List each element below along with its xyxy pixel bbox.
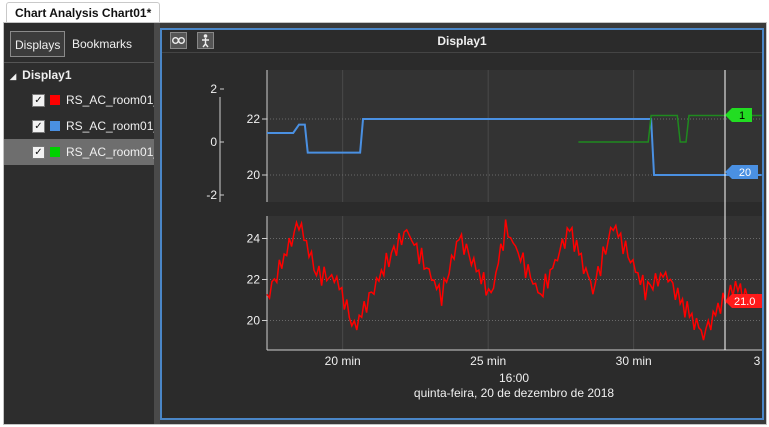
panel-splitter[interactable] <box>154 23 160 424</box>
marker-red-label: 21.0 <box>734 296 755 308</box>
series-color-swatch <box>50 121 60 131</box>
tree-root-display1[interactable]: ◢ Display1 <box>4 63 154 87</box>
bottom-tick-label: 20 <box>247 314 261 328</box>
series-label: RS_AC_room01_S <box>66 145 154 159</box>
cursor-person-icon[interactable] <box>197 32 214 49</box>
series-line-blue <box>267 118 762 176</box>
series-checkbox[interactable]: ✓ <box>32 146 45 159</box>
top-left-tick-label: -2 <box>206 188 217 202</box>
tree-root-label: Display1 <box>22 68 72 82</box>
sidebar: Displays Bookmarks ◢ Display1 ✓ RS_AC_roo… <box>4 23 154 424</box>
display-title: Display1 <box>437 34 487 48</box>
marker-green[interactable]: 1 <box>725 108 752 122</box>
collapse-arrow-icon[interactable]: ◢ <box>10 72 17 81</box>
series-line-green <box>578 114 762 143</box>
time-tick-label: 3 <box>754 354 761 368</box>
time-tick-label: 20 min <box>325 354 361 368</box>
bottom-tick-label: 22 <box>247 273 261 287</box>
marker-red[interactable]: 21.0 <box>725 294 762 308</box>
top-pane-background <box>267 70 762 202</box>
series-color-swatch <box>50 147 60 157</box>
bookmarks-button[interactable]: Bookmarks <box>72 37 133 51</box>
top-right-tick-label: 20 <box>247 168 261 182</box>
tree-item-series-2[interactable]: ✓ RS_AC_room01_T <box>4 113 154 139</box>
display-header: Display1 <box>162 30 762 53</box>
series-checkbox[interactable]: ✓ <box>32 94 45 107</box>
time-hour-label: 16:00 <box>499 371 529 385</box>
marker-blue-label: 20 <box>739 167 751 179</box>
time-tick-label: 30 min <box>616 354 652 368</box>
tree-item-series-3[interactable]: ✓ RS_AC_room01_S <box>4 139 154 165</box>
chart-analysis-tab[interactable]: Chart Analysis Chart01* <box>6 2 161 22</box>
displays-button[interactable]: Displays <box>10 31 66 57</box>
marker-green-label: 1 <box>739 110 745 122</box>
link-icon[interactable] <box>170 32 187 49</box>
sidebar-header: Displays Bookmarks <box>4 27 154 63</box>
series-color-swatch <box>50 95 60 105</box>
series-label: RS_AC_room01_T <box>66 119 154 133</box>
tree-item-series-1[interactable]: ✓ RS_AC_room01_T <box>4 87 154 113</box>
time-date-label: quinta-feira, 20 de dezembro de 2018 <box>414 386 614 400</box>
top-left-tick-label: 2 <box>210 82 217 96</box>
series-label: RS_AC_room01_T <box>66 93 154 107</box>
top-left-tick-label: 0 <box>210 135 217 149</box>
display-panel: Display1 20 min 25 min 30 min 3 22 20 2 0 -2 24 22… <box>160 28 764 420</box>
marker-blue[interactable]: 20 <box>725 165 758 179</box>
time-tick-label: 25 min <box>470 354 506 368</box>
series-checkbox[interactable]: ✓ <box>32 120 45 133</box>
series-line-red <box>266 219 762 341</box>
bottom-tick-label: 24 <box>247 232 261 246</box>
top-right-tick-label: 22 <box>247 112 261 126</box>
bottom-pane-background <box>267 216 762 350</box>
display-tree: ◢ Display1 ✓ RS_AC_room01_T ✓ RS_AC_room0… <box>4 63 154 165</box>
